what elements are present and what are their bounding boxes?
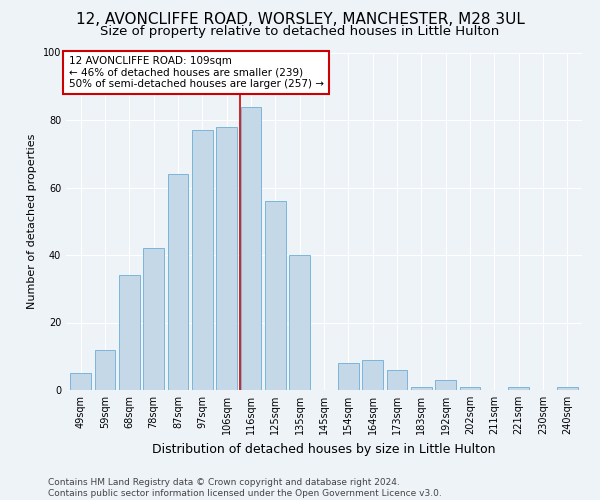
Text: 12, AVONCLIFFE ROAD, WORSLEY, MANCHESTER, M28 3UL: 12, AVONCLIFFE ROAD, WORSLEY, MANCHESTER… <box>76 12 524 28</box>
Bar <box>411 386 432 390</box>
Text: Size of property relative to detached houses in Little Hulton: Size of property relative to detached ho… <box>100 25 500 38</box>
Bar <box>557 386 578 390</box>
Bar <box>436 380 456 390</box>
Bar <box>508 386 529 390</box>
Text: Contains HM Land Registry data © Crown copyright and database right 2024.
Contai: Contains HM Land Registry data © Crown c… <box>48 478 442 498</box>
Bar <box>95 350 115 390</box>
Bar <box>362 360 383 390</box>
Bar <box>241 106 262 390</box>
Y-axis label: Number of detached properties: Number of detached properties <box>27 134 37 309</box>
Bar <box>460 386 481 390</box>
X-axis label: Distribution of detached houses by size in Little Hulton: Distribution of detached houses by size … <box>152 442 496 456</box>
Bar <box>119 275 140 390</box>
Bar <box>143 248 164 390</box>
Bar <box>167 174 188 390</box>
Bar <box>265 201 286 390</box>
Bar <box>70 373 91 390</box>
Bar <box>289 255 310 390</box>
Bar <box>192 130 212 390</box>
Text: 12 AVONCLIFFE ROAD: 109sqm
← 46% of detached houses are smaller (239)
50% of sem: 12 AVONCLIFFE ROAD: 109sqm ← 46% of deta… <box>68 56 323 89</box>
Bar <box>338 363 359 390</box>
Bar <box>216 126 237 390</box>
Bar <box>386 370 407 390</box>
